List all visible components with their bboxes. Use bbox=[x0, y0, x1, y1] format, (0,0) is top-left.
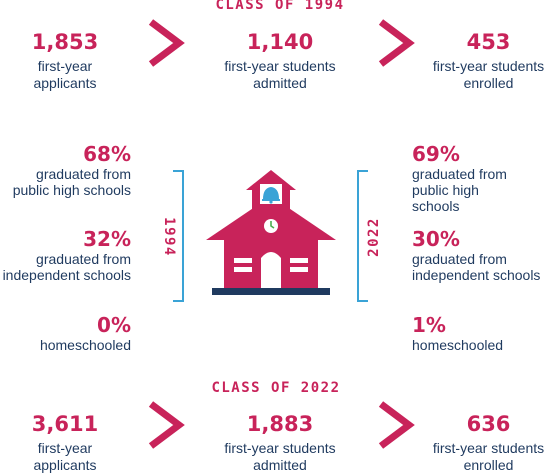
pct-value: 0% bbox=[97, 313, 131, 337]
stat-label: first-year students admitted bbox=[224, 440, 336, 473]
year-2022-label: 2022 bbox=[366, 217, 382, 257]
stat-label: first-year students admitted bbox=[224, 58, 336, 91]
stat-2022-admitted: 1,883 first-year students admitted bbox=[205, 412, 355, 474]
stat-value: 453 bbox=[466, 30, 511, 54]
pct-label: graduated from public high schools bbox=[412, 166, 507, 214]
stat-value: 3,611 bbox=[31, 412, 99, 436]
chevron-right-icon bbox=[148, 19, 185, 67]
class-1994-title: CLASS OF 1994 bbox=[215, 0, 345, 13]
stat-2022-applicants: 3,611 first-year applicants bbox=[0, 412, 130, 474]
pct-label: graduated from public high schools bbox=[12, 166, 131, 198]
stat-2022-enrolled: 636 first-year students enrolled bbox=[418, 412, 559, 474]
pct-value: 32% bbox=[83, 227, 131, 251]
chevron-right-icon bbox=[378, 401, 415, 449]
pct-value: 1% bbox=[412, 313, 446, 337]
right-homeschool: 1% homeschooled bbox=[412, 313, 552, 353]
left-homeschool: 0% homeschooled bbox=[0, 313, 131, 353]
right-public: 69% graduated from public high schools bbox=[412, 142, 552, 214]
pct-label: homeschooled bbox=[412, 337, 504, 353]
chevron-right-icon bbox=[148, 401, 185, 449]
left-independent: 32% graduated from independent schools bbox=[0, 227, 131, 283]
right-independent: 30% graduated from independent schools bbox=[412, 227, 559, 283]
class-2022-title: CLASS OF 2022 bbox=[211, 380, 341, 396]
pct-label: graduated from independent schools bbox=[2, 251, 131, 283]
bell-icon bbox=[260, 184, 282, 204]
stat-1994-admitted: 1,140 first-year students admitted bbox=[205, 30, 355, 92]
pct-label: graduated from independent schools bbox=[412, 251, 541, 283]
stat-label: first-year applicants bbox=[33, 440, 97, 473]
pct-value: 68% bbox=[83, 142, 131, 166]
stat-label: first-year applicants bbox=[33, 58, 97, 91]
stat-1994-enrolled: 453 first-year students enrolled bbox=[418, 30, 559, 92]
schoolhouse-icon bbox=[206, 170, 336, 295]
stat-label: first-year students enrolled bbox=[432, 58, 545, 91]
pct-value: 30% bbox=[412, 227, 460, 251]
pct-value: 69% bbox=[412, 142, 460, 166]
left-bracket bbox=[173, 170, 184, 302]
stat-value: 1,853 bbox=[31, 30, 99, 54]
left-public: 68% graduated from public high schools bbox=[10, 142, 131, 198]
stat-value: 1,883 bbox=[246, 412, 314, 436]
right-bracket bbox=[357, 170, 368, 302]
year-1994-label: 1994 bbox=[161, 217, 177, 257]
stat-value: 1,140 bbox=[246, 30, 314, 54]
stat-1994-applicants: 1,853 first-year applicants bbox=[0, 30, 130, 92]
chevron-right-icon bbox=[378, 19, 415, 67]
stat-label: first-year students enrolled bbox=[432, 440, 545, 473]
pct-label: homeschooled bbox=[39, 337, 131, 353]
stat-value: 636 bbox=[466, 412, 511, 436]
